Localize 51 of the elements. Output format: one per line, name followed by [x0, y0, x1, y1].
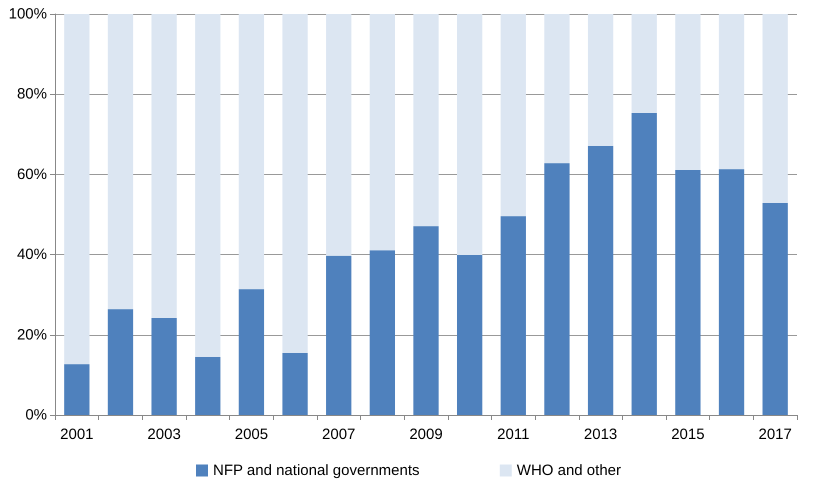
bar: [456, 14, 482, 255]
x-tick-label: 2001: [60, 426, 94, 443]
bar: [413, 14, 439, 226]
bar: [151, 318, 177, 415]
bar: [282, 352, 308, 415]
bar: [762, 202, 788, 415]
x-tick-label: 2015: [671, 426, 705, 443]
bar: [675, 14, 701, 170]
bar: [718, 169, 744, 415]
x-tick-label: 2017: [758, 426, 792, 443]
y-tick-label: 20%: [16, 326, 47, 344]
legend-label: NFP and national governments: [213, 462, 420, 479]
y-tick-label: 40%: [16, 246, 47, 264]
y-tick-label: 60%: [16, 166, 47, 183]
bar: [762, 14, 788, 203]
bar: [500, 14, 526, 216]
bar: [326, 14, 352, 256]
x-tick-label: 2003: [147, 426, 181, 443]
bar: [500, 216, 526, 415]
y-tick-label: 80%: [16, 86, 47, 103]
bar: [588, 14, 614, 146]
bar: [370, 250, 396, 415]
bar: [195, 14, 220, 357]
bar: [413, 226, 439, 415]
bar: [544, 163, 570, 415]
y-tick-label: 100%: [8, 6, 47, 22]
bar: [675, 170, 701, 415]
bar: [64, 14, 90, 364]
bar: [632, 113, 657, 415]
bar: [238, 14, 264, 290]
x-tick-label: 2007: [322, 426, 356, 443]
bar: [718, 14, 744, 170]
bar: [195, 356, 220, 415]
bar: [326, 256, 352, 415]
y-tick-label: 0%: [25, 406, 47, 424]
bar: [108, 309, 134, 415]
bar: [632, 14, 657, 114]
bar: [588, 146, 614, 415]
bar: [64, 364, 90, 415]
bar: [282, 14, 308, 353]
bar: [456, 255, 482, 415]
bar: [544, 14, 570, 164]
bar: [370, 14, 396, 250]
bar: [108, 14, 134, 310]
legend-label: WHO and other: [516, 462, 622, 479]
x-tick-label: 2009: [409, 426, 443, 443]
x-tick-label: 2005: [234, 426, 268, 443]
x-tick-label: 2013: [584, 426, 618, 443]
x-tick-label: 2011: [497, 426, 530, 443]
bar: [151, 14, 177, 318]
bar: [238, 289, 264, 415]
